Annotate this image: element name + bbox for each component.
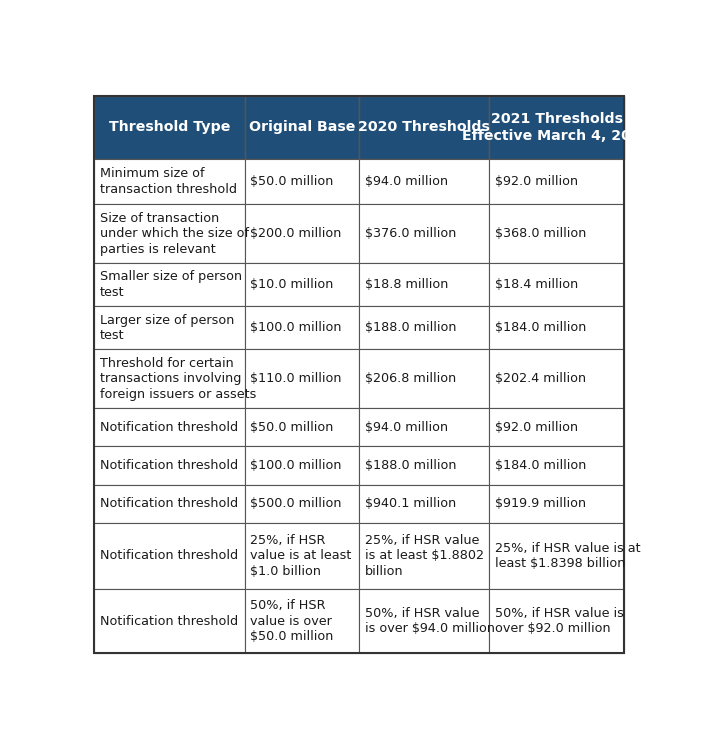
Bar: [359, 350, 489, 408]
Text: Notification threshold: Notification threshold: [100, 497, 238, 510]
Text: $92.0 million: $92.0 million: [495, 175, 578, 188]
Bar: [245, 522, 359, 589]
Bar: [245, 96, 359, 159]
Text: $919.9 million: $919.9 million: [495, 497, 586, 510]
Text: Larger size of person
test: Larger size of person test: [100, 313, 234, 342]
Bar: [245, 350, 359, 408]
Bar: [94, 263, 245, 306]
Bar: [245, 408, 359, 446]
Bar: [359, 408, 489, 446]
Text: $100.0 million: $100.0 million: [250, 459, 341, 472]
Text: $200.0 million: $200.0 million: [250, 227, 341, 240]
Bar: [94, 589, 245, 653]
Text: $188.0 million: $188.0 million: [365, 459, 456, 472]
Bar: [359, 522, 489, 589]
Bar: [245, 446, 359, 485]
Text: $940.1 million: $940.1 million: [365, 497, 456, 510]
Text: $10.0 million: $10.0 million: [250, 279, 334, 291]
Bar: [489, 446, 625, 485]
Text: $100.0 million: $100.0 million: [250, 322, 341, 334]
Bar: [359, 446, 489, 485]
Bar: [245, 306, 359, 350]
Text: $18.8 million: $18.8 million: [365, 279, 448, 291]
Text: 2020 Thresholds: 2020 Thresholds: [358, 120, 490, 134]
Text: 2021 Thresholds
Effective March 4, 2021: 2021 Thresholds Effective March 4, 2021: [463, 112, 651, 143]
Bar: [489, 205, 625, 263]
Bar: [489, 263, 625, 306]
Text: Notification threshold: Notification threshold: [100, 550, 238, 562]
Bar: [359, 589, 489, 653]
Text: $50.0 million: $50.0 million: [250, 175, 334, 188]
Bar: [359, 159, 489, 205]
Text: $184.0 million: $184.0 million: [495, 322, 586, 334]
Bar: [94, 522, 245, 589]
Bar: [245, 205, 359, 263]
Text: Notification threshold: Notification threshold: [100, 459, 238, 472]
Text: $206.8 million: $206.8 million: [365, 373, 456, 385]
Text: $368.0 million: $368.0 million: [495, 227, 586, 240]
Text: $50.0 million: $50.0 million: [250, 421, 334, 434]
Bar: [489, 350, 625, 408]
Bar: [359, 263, 489, 306]
Text: Notification threshold: Notification threshold: [100, 421, 238, 434]
Bar: [94, 408, 245, 446]
Text: $94.0 million: $94.0 million: [365, 175, 448, 188]
Bar: [245, 485, 359, 522]
Text: $110.0 million: $110.0 million: [250, 373, 341, 385]
Bar: [489, 159, 625, 205]
Bar: [245, 263, 359, 306]
Text: 25%, if HSR
value is at least
$1.0 billion: 25%, if HSR value is at least $1.0 billi…: [250, 534, 351, 578]
Bar: [359, 205, 489, 263]
Bar: [489, 522, 625, 589]
Bar: [359, 485, 489, 522]
Bar: [94, 159, 245, 205]
Text: $184.0 million: $184.0 million: [495, 459, 586, 472]
Text: $94.0 million: $94.0 million: [365, 421, 448, 434]
Bar: [489, 589, 625, 653]
Text: Minimum size of
transaction threshold: Minimum size of transaction threshold: [100, 167, 236, 196]
Text: Smaller size of person
test: Smaller size of person test: [100, 270, 242, 299]
Text: 50%, if HSR value is
over $92.0 million: 50%, if HSR value is over $92.0 million: [495, 607, 623, 635]
Text: $202.4 million: $202.4 million: [495, 373, 586, 385]
Text: 50%, if HSR
value is over
$50.0 million: 50%, if HSR value is over $50.0 million: [250, 599, 334, 643]
Text: Size of transaction
under which the size of
parties is relevant: Size of transaction under which the size…: [100, 212, 249, 256]
Bar: [94, 96, 245, 159]
Text: $92.0 million: $92.0 million: [495, 421, 578, 434]
Bar: [245, 159, 359, 205]
Bar: [245, 589, 359, 653]
Text: 50%, if HSR value
is over $94.0 million: 50%, if HSR value is over $94.0 million: [365, 607, 495, 635]
Text: $188.0 million: $188.0 million: [365, 322, 456, 334]
Text: Original Base: Original Base: [249, 120, 355, 134]
Text: Threshold for certain
transactions involving
foreign issuers or assets: Threshold for certain transactions invol…: [100, 357, 256, 401]
Text: $376.0 million: $376.0 million: [365, 227, 456, 240]
Bar: [94, 350, 245, 408]
Bar: [94, 306, 245, 350]
Text: 25%, if HSR value
is at least $1.8802
billion: 25%, if HSR value is at least $1.8802 bi…: [365, 534, 484, 578]
Bar: [94, 485, 245, 522]
Bar: [489, 485, 625, 522]
Text: $18.4 million: $18.4 million: [495, 279, 578, 291]
Text: Notification threshold: Notification threshold: [100, 614, 238, 628]
Bar: [94, 446, 245, 485]
Text: 25%, if HSR value is at
least $1.8398 billion: 25%, if HSR value is at least $1.8398 bi…: [495, 542, 640, 571]
Bar: [359, 96, 489, 159]
Text: Threshold Type: Threshold Type: [109, 120, 230, 134]
Bar: [94, 205, 245, 263]
Bar: [489, 306, 625, 350]
Bar: [489, 408, 625, 446]
Bar: [359, 306, 489, 350]
Text: $500.0 million: $500.0 million: [250, 497, 341, 510]
Bar: [489, 96, 625, 159]
